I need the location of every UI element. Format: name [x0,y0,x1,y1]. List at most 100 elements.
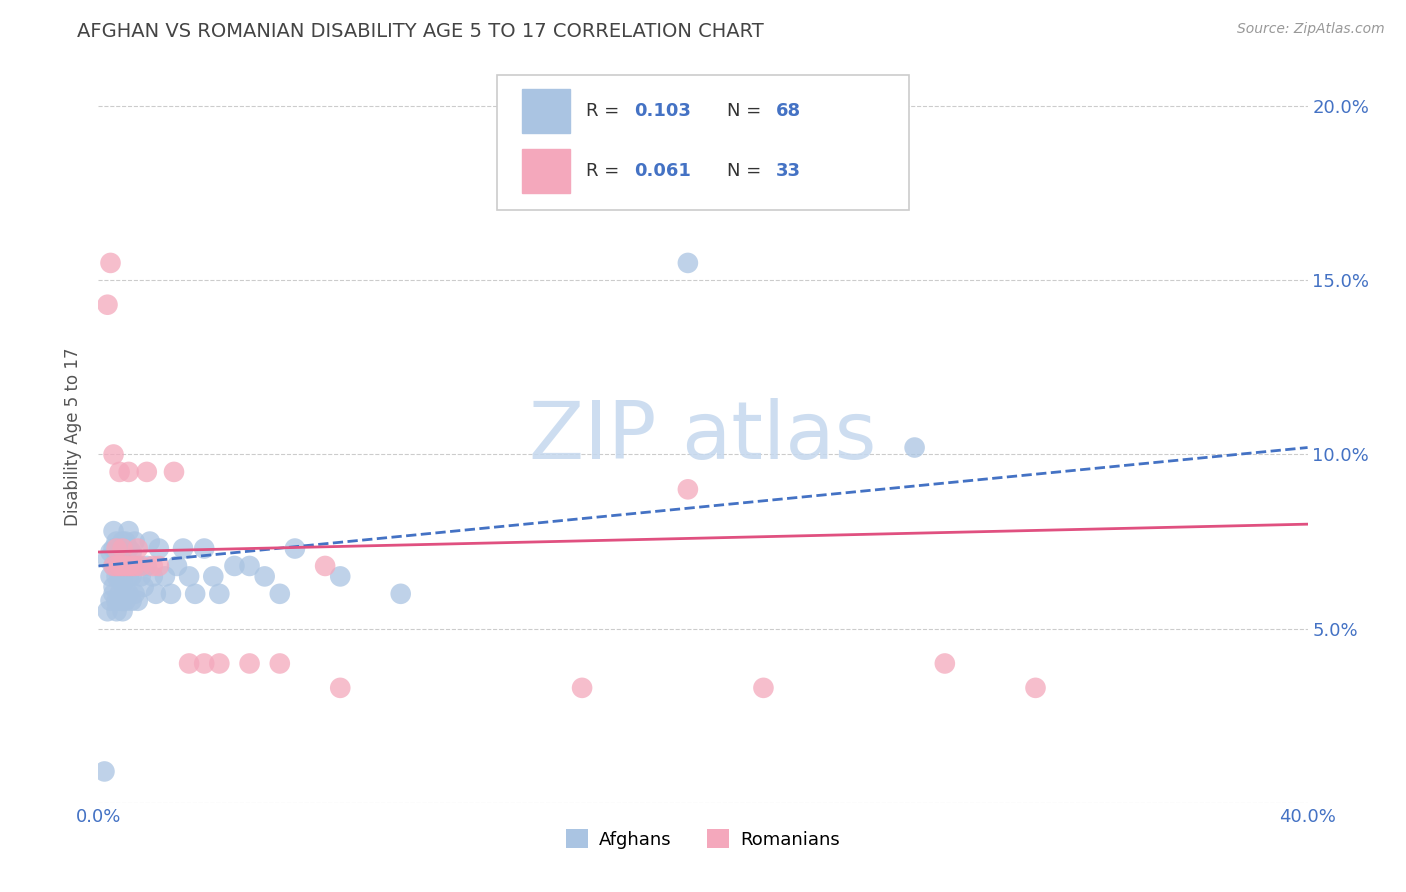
Point [127,558,149,573]
Point [132,580,155,594]
Point [127,594,149,608]
Point [224,558,246,573]
Point [93,764,115,779]
Point [96,552,118,566]
Point [129,558,152,573]
FancyBboxPatch shape [522,88,569,133]
Point [118,558,141,573]
Point [108,558,131,573]
Text: ZIP atlas: ZIP atlas [529,398,877,476]
Point [111,576,134,591]
Text: N =: N = [727,102,768,120]
Point [184,587,207,601]
Point [100,569,122,583]
Point [904,441,927,455]
Point [108,594,131,608]
Point [96,604,118,618]
Point [329,569,352,583]
Point [329,681,352,695]
Point [118,558,141,573]
Text: R =: R = [586,161,624,180]
Point [148,541,170,556]
Point [103,541,125,556]
Text: 0.061: 0.061 [634,161,690,180]
Point [139,534,162,549]
Point [179,569,201,583]
Point [103,558,125,573]
Point [193,657,215,671]
Point [105,541,128,556]
Point [124,587,146,601]
Point [114,558,136,573]
Point [100,594,122,608]
Point [118,524,141,538]
Point [114,534,136,549]
Text: AFGHAN VS ROMANIAN DISABILITY AGE 5 TO 17 CORRELATION CHART: AFGHAN VS ROMANIAN DISABILITY AGE 5 TO 1… [77,22,763,41]
Y-axis label: Disability Age 5 to 17: Disability Age 5 to 17 [65,348,83,526]
Point [135,558,157,573]
Point [253,569,276,583]
Point [118,465,141,479]
Point [124,534,146,549]
Point [114,587,136,601]
Point [105,545,128,559]
Point [269,657,291,671]
Point [100,545,122,559]
Point [121,558,143,573]
Point [269,587,291,601]
Legend: Afghans, Romanians: Afghans, Romanians [560,822,846,856]
Point [111,541,134,556]
Point [202,569,225,583]
Point [127,541,149,556]
Point [105,558,128,573]
Point [114,558,136,573]
Text: 0.103: 0.103 [634,102,690,120]
Point [121,545,143,559]
Point [114,594,136,608]
Point [121,594,143,608]
Point [108,587,131,601]
Text: R =: R = [586,102,624,120]
Point [100,256,122,270]
Point [111,558,134,573]
Point [103,558,125,573]
Point [108,569,131,583]
Point [208,587,231,601]
Point [111,569,134,583]
Point [111,552,134,566]
Point [314,558,336,573]
Point [172,541,194,556]
Point [676,256,699,270]
Point [163,465,186,479]
Point [193,541,215,556]
Point [571,681,593,695]
Point [105,604,128,618]
Point [208,657,231,671]
Point [121,569,143,583]
Point [166,558,188,573]
Point [108,545,131,559]
Point [118,541,141,556]
Point [239,558,262,573]
Point [124,558,146,573]
Point [135,465,157,479]
Point [105,594,128,608]
Point [118,569,141,583]
Point [111,604,134,618]
Point [108,465,131,479]
Text: 68: 68 [776,102,800,120]
Point [160,587,183,601]
FancyBboxPatch shape [522,149,569,193]
Point [129,569,152,583]
Point [142,569,165,583]
Point [148,558,170,573]
Point [153,569,176,583]
Point [284,541,307,556]
Text: 33: 33 [776,161,800,180]
Point [96,298,118,312]
Point [179,657,201,671]
Point [118,587,141,601]
Point [105,534,128,549]
Point [103,587,125,601]
Point [111,594,134,608]
